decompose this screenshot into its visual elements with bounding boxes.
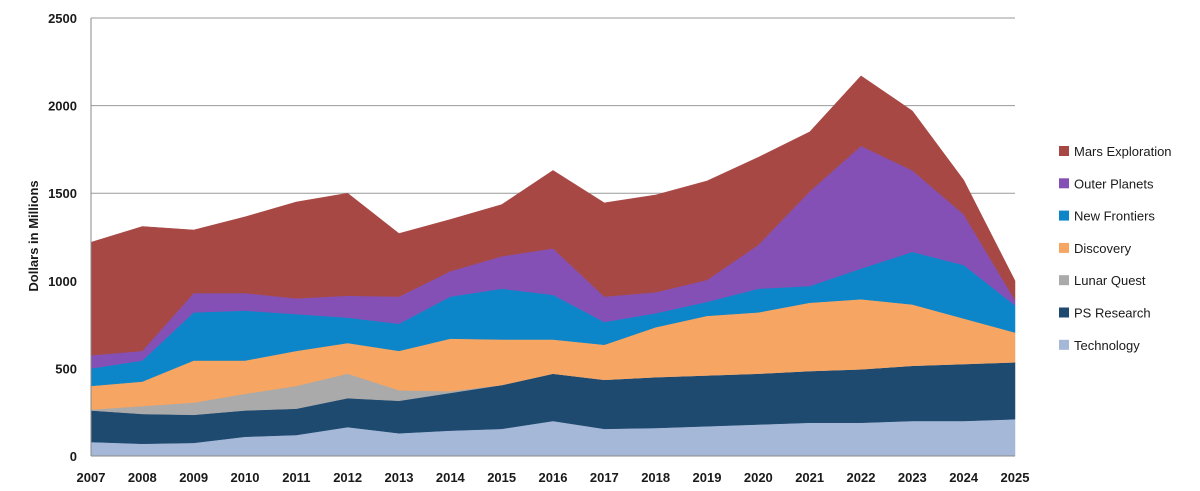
legend-label: Lunar Quest [1074,273,1146,288]
legend-swatch [1059,210,1069,221]
x-tick-label: 2022 [847,470,876,485]
legend-swatch [1059,242,1069,253]
legend-item-lunar-quest: Lunar Quest [1059,273,1146,288]
y-tick-labels: 0 500 1000 1500 2000 2500 [48,11,77,464]
x-tick-label: 2014 [436,470,466,485]
x-tick-labels: 2007 2008 2009 2010 2011 2012 2013 2014 2015 2016… [77,470,1030,485]
x-tick-label: 2018 [641,470,670,485]
x-tick-label: 2023 [898,470,927,485]
x-tick-label: 2020 [744,470,773,485]
x-tick-label: 2011 [282,470,310,485]
legend-label: Outer Planets [1074,176,1154,191]
legend-item-outer-planets: Outer Planets [1059,176,1154,191]
x-tick-label: 2016 [539,470,568,485]
legend-swatch [1059,178,1069,189]
x-tick-label: 2010 [231,470,260,485]
y-tick-label: 1000 [48,274,77,289]
area-mars-exploration [90,75,1016,356]
axes [90,18,1015,457]
legend-swatch [1059,307,1069,318]
area-series [90,75,1016,457]
legend-item-technology: Technology [1059,338,1140,353]
y-tick-label: 1500 [48,186,77,201]
x-tick-label: 2017 [590,470,619,485]
x-tick-label: 2015 [487,470,516,485]
y-tick-label: 500 [55,361,77,376]
x-tick-label: 2021 [795,470,824,485]
y-axis-title: Dollars in Millions [26,180,41,291]
x-tick-label: 2012 [333,470,362,485]
x-tick-label: 2007 [77,470,106,485]
x-tick-label: 2009 [179,470,208,485]
legend-swatch [1059,275,1069,286]
x-tick-label: 2019 [693,470,722,485]
legend-label: Discovery [1074,241,1132,256]
x-tick-label: 2008 [128,470,157,485]
x-tick-label: 2024 [949,470,979,485]
legend-label: New Frontiers [1074,209,1155,224]
legend-label: Mars Exploration [1074,144,1172,159]
legend-label: Technology [1074,338,1140,353]
legend-swatch [1059,146,1069,156]
x-tick-label: 2013 [385,470,414,485]
legend-item-ps-research: PS Research [1059,306,1151,321]
legend: Mars Exploration Outer Planets New Frontie… [1059,144,1172,353]
y-tick-label: 0 [70,449,77,464]
legend-swatch [1059,339,1069,350]
x-tick-label: 2025 [1001,470,1030,485]
legend-label: PS Research [1074,306,1151,321]
legend-item-new-frontiers: New Frontiers [1059,209,1155,224]
legend-item-discovery: Discovery [1059,241,1132,256]
y-tick-label: 2000 [48,99,77,114]
y-tick-label: 2500 [48,11,77,26]
legend-item-mars-exploration: Mars Exploration [1059,144,1172,159]
